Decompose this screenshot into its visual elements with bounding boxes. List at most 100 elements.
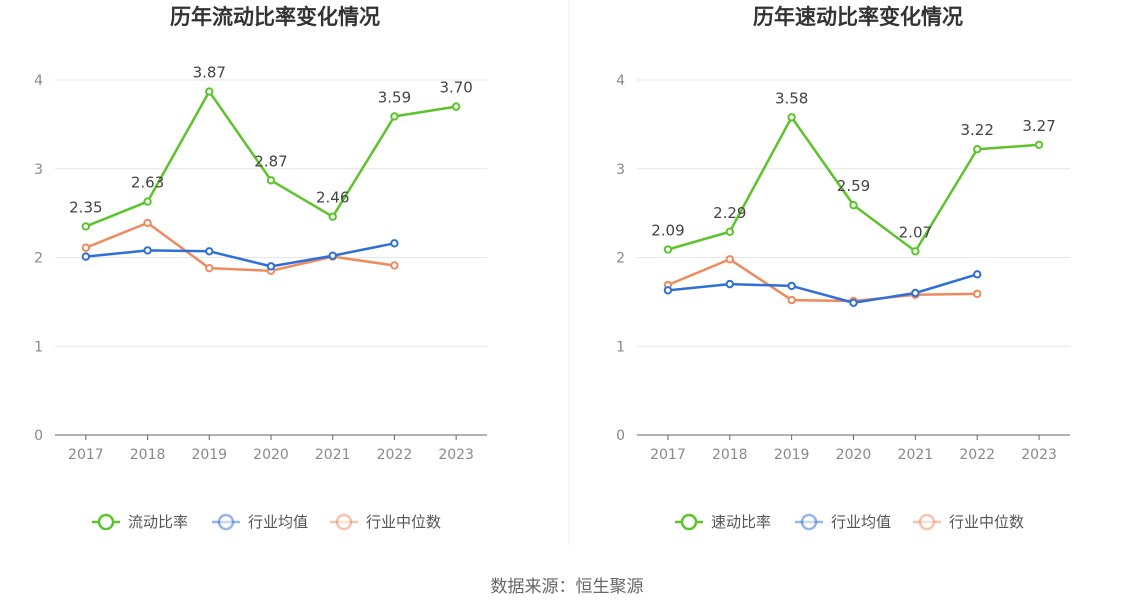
- legend-marker: [217, 513, 235, 531]
- data-point-industry-average[interactable]: [849, 298, 858, 307]
- data-label: 2.59: [837, 177, 870, 195]
- y-tick-label: 1: [34, 339, 43, 355]
- series-line-industry-median: [85, 221, 395, 273]
- y-tick-label: 4: [616, 73, 625, 89]
- legend-label: 行业均值: [248, 513, 308, 531]
- data-point-industry-average[interactable]: [787, 281, 796, 291]
- data-point-main[interactable]: [911, 247, 920, 256]
- data-label: 2.87: [254, 152, 287, 170]
- data-label: 3.58: [775, 89, 808, 107]
- data-point-main[interactable]: [81, 222, 91, 231]
- legend-marker: [97, 513, 115, 531]
- data-label: 3.87: [193, 64, 226, 82]
- legend-item-industry-median[interactable]: 行业中位数: [330, 513, 441, 531]
- series-line-industry-average: [667, 273, 978, 305]
- data-label: 2.35: [69, 198, 102, 216]
- data-label: 3.27: [1022, 117, 1055, 135]
- legend-marker: [800, 513, 818, 531]
- data-label: 2.46: [316, 189, 349, 207]
- y-tick-label: 2: [616, 251, 625, 267]
- legend-item-industry-average[interactable]: 行业均值: [795, 513, 891, 531]
- legend-label: 速动比率: [711, 513, 771, 531]
- legend-label: 行业中位数: [366, 513, 441, 531]
- legend-label: 行业中位数: [949, 513, 1024, 531]
- data-label: 2.07: [899, 223, 932, 241]
- legend-item-industry-median[interactable]: 行业中位数: [913, 513, 1024, 531]
- chart-title: 历年速动比率变化情况: [753, 5, 963, 29]
- data-point-industry-median[interactable]: [725, 255, 734, 264]
- data-label: 2.09: [651, 222, 684, 240]
- x-tick-label: 2023: [1021, 447, 1057, 463]
- x-tick-label: 2019: [774, 447, 810, 463]
- data-point-main[interactable]: [973, 145, 982, 154]
- y-tick-label: 3: [616, 162, 625, 178]
- data-point-industry-median[interactable]: [973, 289, 982, 299]
- x-tick-label: 2020: [253, 447, 289, 463]
- x-tick-label: 2021: [315, 447, 351, 463]
- data-point-main[interactable]: [849, 200, 858, 210]
- data-point-main[interactable]: [328, 212, 337, 221]
- x-tick-label: 2017: [650, 447, 686, 463]
- y-tick-label: 1: [616, 339, 625, 355]
- data-point-main[interactable]: [1034, 140, 1044, 149]
- x-tick-label: 2017: [68, 447, 104, 463]
- legend-label: 行业均值: [831, 513, 891, 531]
- data-label: 2.29: [713, 204, 746, 222]
- data-point-industry-average[interactable]: [973, 270, 982, 279]
- y-tick-label: 0: [34, 428, 43, 444]
- data-point-industry-average[interactable]: [143, 246, 152, 255]
- data-source-label: 数据来源：恒生聚源: [491, 577, 644, 597]
- data-point-industry-average[interactable]: [205, 247, 214, 256]
- data-point-industry-median[interactable]: [81, 243, 91, 252]
- legend-marker: [918, 513, 936, 531]
- chart-title: 历年流动比率变化情况: [170, 5, 380, 29]
- data-point-main[interactable]: [143, 197, 152, 206]
- legend-item-main[interactable]: 流动比率: [92, 513, 188, 531]
- data-point-main[interactable]: [266, 176, 276, 185]
- data-point-main[interactable]: [451, 102, 461, 111]
- y-tick-label: 3: [34, 162, 43, 178]
- legend-marker: [335, 513, 353, 531]
- data-point-industry-median[interactable]: [787, 295, 796, 305]
- y-tick-label: 2: [34, 251, 43, 267]
- x-tick-label: 2018: [130, 447, 166, 463]
- data-point-industry-average[interactable]: [911, 288, 920, 298]
- data-label: 2.63: [131, 174, 164, 192]
- data-point-main[interactable]: [390, 112, 399, 121]
- y-tick-label: 0: [616, 428, 625, 444]
- y-tick-label: 4: [34, 73, 43, 89]
- data-point-industry-median[interactable]: [205, 263, 214, 273]
- data-point-main[interactable]: [663, 245, 673, 254]
- data-point-industry-median[interactable]: [143, 218, 152, 228]
- legend-marker: [680, 513, 698, 531]
- data-point-industry-average[interactable]: [663, 286, 673, 295]
- data-point-industry-average[interactable]: [266, 262, 276, 271]
- legend-item-main[interactable]: 速动比率: [675, 513, 771, 531]
- legend-label: 流动比率: [128, 513, 188, 531]
- x-tick-label: 2018: [712, 447, 748, 463]
- quick-ratio-chart: 历年速动比率变化情况 0 1 2 3 4 2017 2018 2019 2020 2021 2022 2…: [616, 5, 1070, 531]
- x-tick-label: 2023: [438, 447, 474, 463]
- data-point-industry-average[interactable]: [328, 251, 337, 260]
- series-line-industry-median: [667, 258, 978, 303]
- data-point-main[interactable]: [725, 227, 734, 236]
- current-ratio-chart: 历年流动比率变化情况 0 1 2 3 4 2017 2018 2019 2020 2021 2022 2…: [34, 5, 487, 531]
- x-tick-label: 2021: [898, 447, 934, 463]
- x-tick-label: 2022: [959, 447, 995, 463]
- data-point-industry-average[interactable]: [81, 252, 91, 261]
- x-tick-label: 2022: [377, 447, 413, 463]
- data-label: 3.70: [439, 79, 472, 97]
- data-label: 3.59: [378, 88, 411, 106]
- data-point-industry-average[interactable]: [390, 239, 399, 248]
- data-label: 3.22: [961, 121, 994, 139]
- data-point-main[interactable]: [205, 87, 214, 96]
- data-point-industry-median[interactable]: [390, 261, 399, 270]
- legend-item-industry-average[interactable]: 行业均值: [212, 513, 308, 531]
- data-point-industry-average[interactable]: [725, 279, 734, 289]
- x-tick-label: 2020: [836, 447, 872, 463]
- data-point-main[interactable]: [787, 113, 796, 122]
- x-tick-label: 2019: [191, 447, 227, 463]
- series-line-industry-average: [85, 242, 395, 268]
